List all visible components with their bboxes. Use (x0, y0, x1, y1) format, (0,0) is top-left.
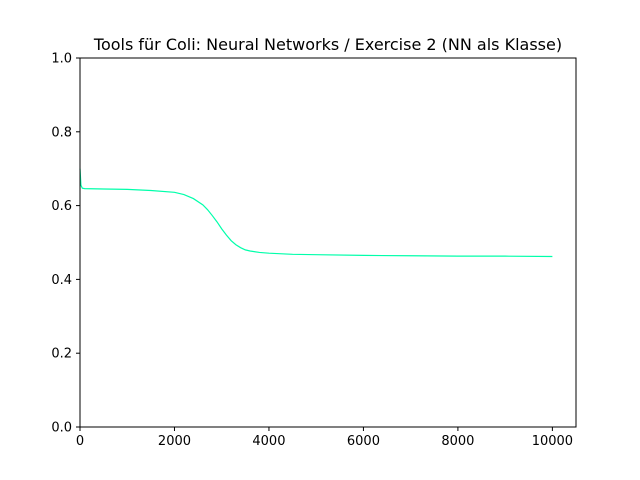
y-tick-label: 0.6 (51, 199, 72, 214)
y-tick-label: 0.4 (51, 273, 72, 288)
x-tick-label: 6000 (347, 434, 380, 449)
y-tick-label: 0.2 (51, 347, 72, 362)
plot-content (79, 168, 553, 258)
y-tick-label: 0.0 (51, 421, 72, 436)
series-line-0 (79, 168, 553, 258)
y-tick-label: 1.0 (51, 52, 72, 67)
x-tick-label: 10000 (532, 434, 573, 449)
axes-frame (79, 57, 577, 428)
x-tick-label: 8000 (441, 434, 474, 449)
y-tick-label: 0.8 (51, 125, 72, 140)
x-tick-label: 0 (76, 434, 84, 449)
x-tick-label: 2000 (158, 434, 191, 449)
x-tick-label: 4000 (252, 434, 285, 449)
axes-ticks: 0 2000 4000 6000 8000 10000 0.0 0.2 0.4 0.6 0.8 1.0 (51, 52, 573, 450)
chart-title: Tools für Coli: Neural Networks / Exerci… (93, 35, 562, 54)
